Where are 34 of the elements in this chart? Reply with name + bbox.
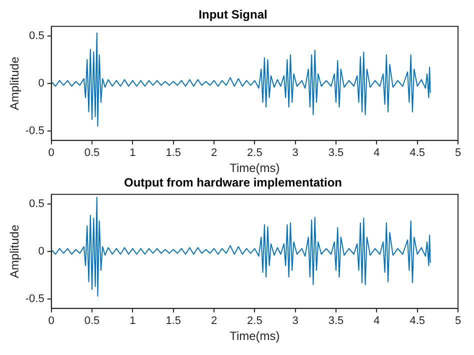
x-tick-label: 3.5 [328,147,344,160]
y-tick-label: 0 [38,245,44,258]
x-axis-title: Time(ms) [230,329,280,344]
x-tick-label: 1 [130,147,136,160]
x-tick-label: 2.5 [247,315,262,328]
x-tick-label: 3 [292,147,298,160]
y-tick-label: -0.5 [25,292,44,305]
x-tick-label: 3.5 [328,315,344,328]
y-axis-title: Amplitude [8,56,22,110]
x-tick-label: 4.5 [410,315,425,328]
x-tick-label: 4.5 [410,147,425,160]
x-tick-label: 0.5 [84,147,100,160]
x-tick-label: 0 [48,315,54,328]
y-tick-label: 0 [38,77,44,90]
x-tick-label: 3 [292,315,298,328]
x-tick-label: 4 [374,315,380,328]
chart-title: Input Signal [198,8,268,22]
x-axis-title: Time(ms) [230,161,280,176]
x-tick-label: 2 [210,315,218,328]
x-tick-label: 0.5 [84,315,100,328]
x-tick-label: 2 [210,147,218,160]
x-tick-label: 0 [48,147,54,160]
x-tick-label: 5 [454,147,462,160]
x-tick-label: 1 [130,315,136,328]
x-tick-label: 1.5 [166,147,181,160]
x-tick-label: 1.5 [166,315,181,328]
x-tick-label: 2.5 [247,147,262,160]
y-axis-title: Amplitude [8,224,22,278]
y-tick-label: 0.5 [29,30,44,42]
x-tick-label: 5 [454,315,462,328]
y-tick-label: 0.5 [29,198,44,210]
chart-title: Output from hardware implementation [124,176,342,190]
x-tick-label: 4 [374,147,380,160]
y-tick-label: -0.5 [25,124,44,137]
